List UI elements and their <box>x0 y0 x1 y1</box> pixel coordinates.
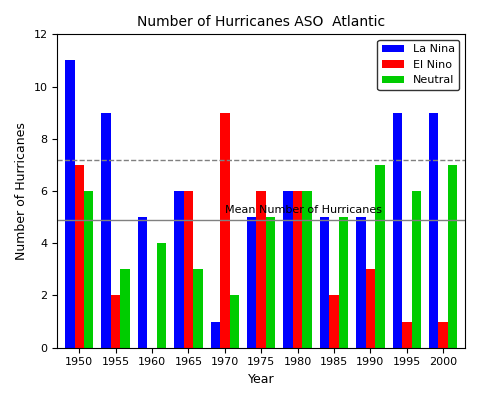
Bar <box>302 191 312 348</box>
Bar <box>375 165 384 348</box>
Bar <box>229 296 239 348</box>
Bar <box>366 269 375 348</box>
Bar <box>329 296 339 348</box>
Legend: La Nina, El Nino, Neutral: La Nina, El Nino, Neutral <box>377 40 459 90</box>
Bar <box>220 113 229 348</box>
Bar <box>157 243 166 348</box>
Bar <box>266 217 276 348</box>
Bar <box>339 217 348 348</box>
Bar <box>120 269 130 348</box>
Y-axis label: Number of Hurricanes: Number of Hurricanes <box>15 122 28 260</box>
Text: Mean Number of Hurricanes: Mean Number of Hurricanes <box>225 205 382 215</box>
Bar <box>184 191 193 348</box>
Bar <box>283 191 293 348</box>
Bar <box>356 217 366 348</box>
Bar <box>138 217 147 348</box>
Bar <box>211 322 220 348</box>
Bar <box>247 217 256 348</box>
Bar <box>193 269 203 348</box>
Bar <box>256 191 266 348</box>
Bar <box>74 165 84 348</box>
Bar <box>411 191 421 348</box>
Bar <box>84 191 94 348</box>
Bar <box>402 322 411 348</box>
Bar <box>101 113 111 348</box>
Bar <box>174 191 184 348</box>
Bar <box>393 113 402 348</box>
Bar <box>429 113 438 348</box>
Bar <box>293 191 302 348</box>
Bar <box>448 165 457 348</box>
Bar <box>65 61 74 348</box>
Bar <box>438 322 448 348</box>
Bar <box>320 217 329 348</box>
X-axis label: Year: Year <box>248 373 275 386</box>
Bar <box>111 296 120 348</box>
Title: Number of Hurricanes ASO  Atlantic: Number of Hurricanes ASO Atlantic <box>137 15 385 29</box>
